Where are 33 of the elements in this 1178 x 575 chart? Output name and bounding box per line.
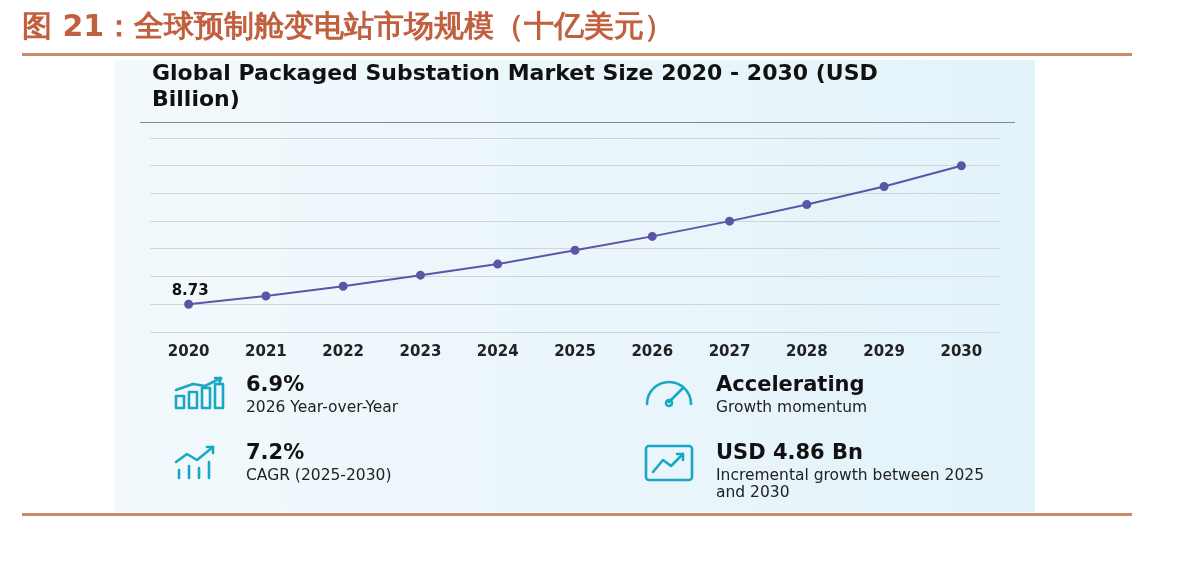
text: Incremental growth between 2025 and 2030: [716, 466, 985, 501]
point: [261, 291, 271, 301]
point: [956, 161, 966, 171]
point: [879, 182, 889, 191]
text: Growth momentum: [716, 398, 869, 416]
x-tick-label: 2020: [167, 341, 210, 360]
chart-subtitle: Global Packaged Substation Market Size 2020 - 2030 (USD Billion): [152, 60, 879, 112]
chart-title: 图 21：全球预制舱变电站市场规模（十亿美元）: [22, 7, 675, 45]
x-tick-label: 2022: [322, 341, 365, 360]
x-tick-label: 2025: [554, 341, 596, 360]
annotation: 8.73: [171, 280, 209, 299]
x-tick-label: 2021: [245, 341, 287, 360]
point: [338, 281, 348, 291]
x-tick-label: 2026: [631, 341, 674, 360]
x-tick-label: 2029: [863, 341, 905, 360]
x-tick-label: 2024: [476, 341, 519, 360]
point: [570, 245, 580, 255]
x-tick-label: 2030: [940, 341, 983, 360]
point: [725, 216, 735, 226]
x-tick-label: 2028: [785, 341, 828, 360]
point: [415, 270, 425, 280]
text: 6.9%: [246, 372, 305, 396]
point: [802, 200, 812, 210]
point: [493, 259, 503, 269]
text: 2026 Year-over-Year: [246, 398, 400, 416]
x-tick-label: 2027: [708, 341, 751, 360]
point: [184, 299, 194, 309]
text: 7.2%: [246, 440, 305, 464]
point: [647, 231, 657, 241]
x-tick-label: 2023: [399, 341, 442, 360]
text: USD 4.86 Bn: [716, 440, 863, 464]
text: Accelerating: [716, 372, 865, 396]
text: CAGR (2025-2030): [246, 466, 393, 484]
